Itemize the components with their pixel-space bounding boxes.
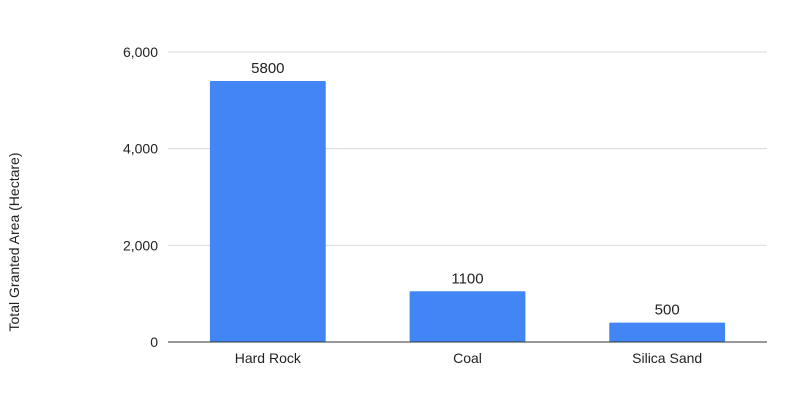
- y-tick-label: 4,000: [123, 141, 158, 157]
- axes: 0 2,000 4,000 6,000 Hard Rock Coal Silica Sand: [123, 44, 767, 366]
- x-tick-label: Silica Sand: [632, 350, 702, 366]
- y-tick-label: 2,000: [123, 237, 158, 253]
- data-labels: 5800 1100 500: [251, 60, 680, 319]
- x-tick-label: Coal: [453, 350, 482, 366]
- bar: [609, 322, 726, 342]
- data-label: 5800: [251, 60, 284, 77]
- data-label: 500: [655, 302, 680, 319]
- x-tick-label: Hard Rock: [235, 350, 302, 366]
- y-tick-label: 0: [150, 334, 158, 350]
- data-label: 1100: [451, 270, 483, 287]
- bars: [209, 81, 726, 342]
- y-tick-label: 6,000: [123, 44, 158, 60]
- y-axis-title: Total Granted Area (Hectare): [6, 153, 22, 332]
- bar: [409, 291, 526, 342]
- bar: [209, 81, 326, 342]
